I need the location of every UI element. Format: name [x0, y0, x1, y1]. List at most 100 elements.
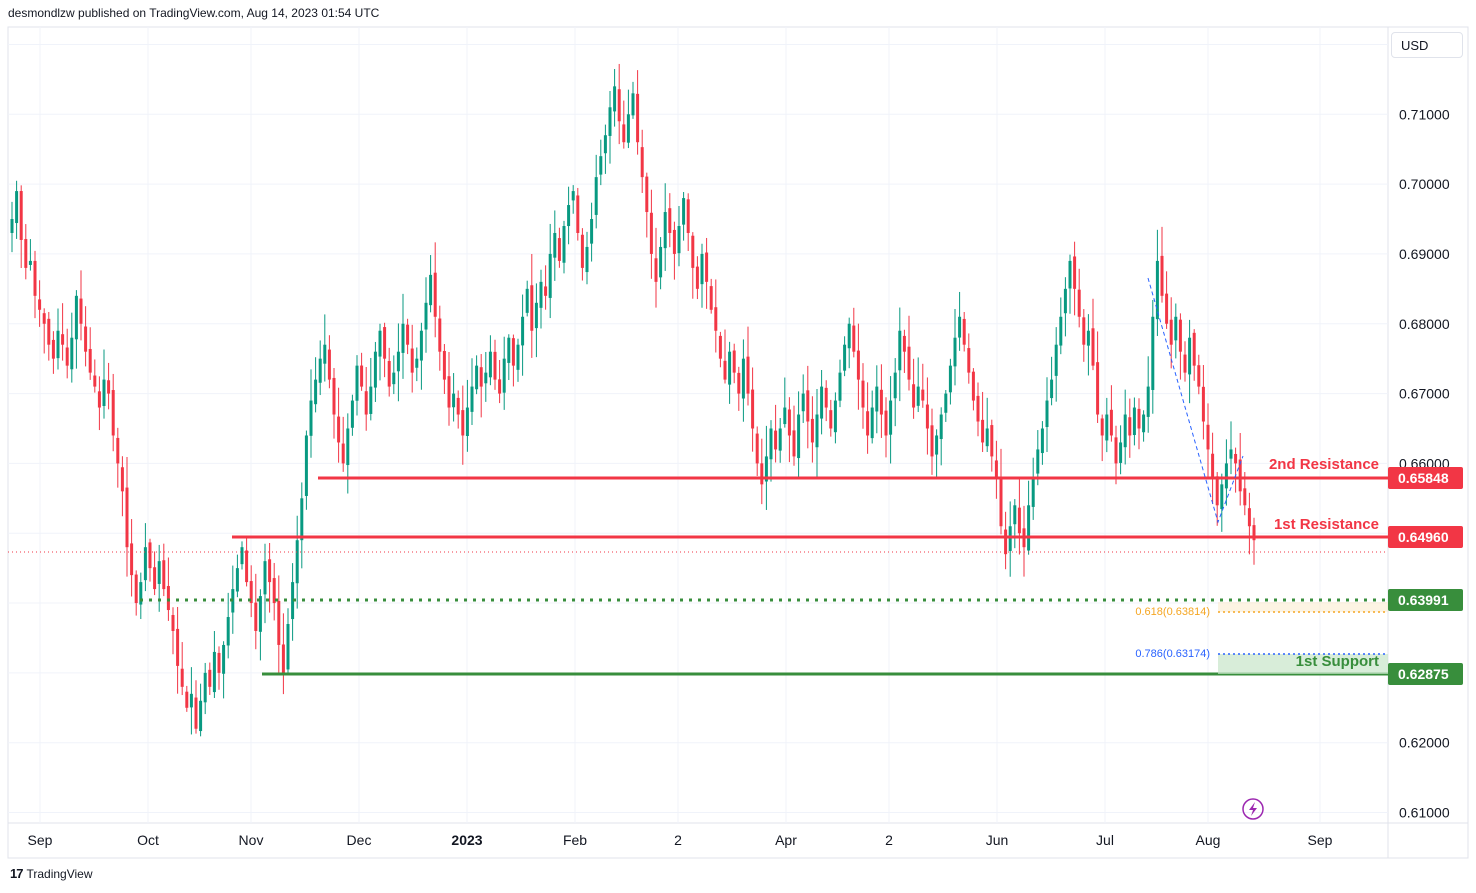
candle-down	[990, 425, 994, 457]
lightning-icon[interactable]	[1242, 798, 1264, 820]
candle-up	[429, 274, 433, 306]
candle-down	[737, 372, 741, 394]
candle-up	[396, 351, 400, 372]
candle-down	[999, 478, 1003, 527]
candle-down	[19, 191, 23, 240]
candle-down	[824, 387, 828, 408]
candle-down	[907, 346, 911, 380]
candle-up	[475, 365, 479, 390]
candle-down	[217, 652, 221, 673]
candle-up	[212, 651, 216, 693]
candle-up	[1188, 337, 1192, 375]
candle-up	[373, 351, 377, 388]
candle-up	[847, 323, 851, 349]
candle-up	[1105, 414, 1109, 441]
candle-down	[902, 335, 906, 352]
candle-down	[723, 360, 727, 380]
currency-label[interactable]: USD	[1391, 32, 1463, 58]
price-axis-ticks: 0.720000.710000.700000.690000.680000.670…	[1399, 36, 1450, 820]
time-tick-label: 2	[674, 832, 682, 848]
candle-down	[1169, 319, 1173, 345]
candle-up	[488, 351, 492, 378]
candle-down	[829, 410, 833, 429]
candle-down	[208, 669, 212, 687]
candle-down	[438, 318, 442, 352]
price-tick-label: 0.71000	[1399, 106, 1450, 122]
candle-up	[309, 400, 313, 436]
candle-up	[392, 372, 396, 385]
price-tick-label: 0.69000	[1399, 246, 1450, 262]
candle-down	[806, 390, 810, 422]
candle-up	[1054, 344, 1058, 376]
candle-up	[286, 624, 290, 670]
candle-down	[792, 430, 796, 457]
candle-down	[84, 326, 88, 352]
candle-down	[1183, 354, 1187, 373]
time-tick-label: Sep	[28, 832, 53, 848]
support-1-label: 1st Support	[1296, 653, 1379, 670]
candle-up	[626, 114, 630, 143]
candle-up	[838, 372, 842, 401]
candle-down	[327, 349, 331, 380]
candle-down	[1247, 508, 1251, 527]
candle-down	[406, 324, 410, 345]
resistance-2-label: 2nd Resistance	[1269, 456, 1379, 473]
candle-up	[1119, 442, 1123, 463]
candle-up	[548, 253, 552, 298]
candle-down	[746, 356, 750, 394]
candle-up	[258, 596, 262, 632]
footer-brand[interactable]: 17 TradingView	[10, 866, 93, 881]
candle-down	[921, 389, 925, 401]
candle-down	[272, 578, 276, 604]
grid-layer	[8, 27, 1388, 823]
candle-down	[1096, 362, 1100, 415]
candle-up	[613, 86, 617, 112]
candle-down	[672, 229, 676, 254]
candle-up	[226, 617, 230, 646]
candle-down	[1077, 289, 1081, 317]
candle-up	[1059, 316, 1063, 346]
candle-up	[525, 288, 529, 313]
candle-up	[870, 407, 874, 439]
candle-down	[1215, 476, 1219, 506]
fib-618-label: 0.618(0.63814)	[1135, 606, 1210, 618]
candle-down	[967, 348, 971, 373]
candle-up	[958, 316, 962, 338]
candle-up	[935, 435, 939, 455]
candle-down	[866, 411, 870, 436]
candle-down	[51, 339, 55, 359]
candle-down	[751, 389, 755, 429]
candle-up	[143, 547, 147, 581]
time-tick-label: Feb	[563, 832, 587, 848]
candle-up	[1031, 477, 1035, 507]
candle-down	[884, 410, 888, 436]
candle-down	[461, 410, 465, 436]
candle-down	[120, 467, 124, 492]
candle-up	[764, 456, 768, 482]
time-tick-label: Aug	[1196, 832, 1221, 848]
candle-up	[590, 219, 594, 244]
candle-up	[323, 344, 327, 364]
candle-up	[15, 191, 19, 224]
candle-up	[585, 246, 589, 273]
resistance-1-price-tag: 0.64960	[1388, 526, 1463, 548]
fib-zone-786	[1218, 654, 1388, 674]
candle-up	[465, 407, 469, 436]
candle-down	[925, 404, 929, 429]
price-tick-label: 0.70000	[1399, 176, 1450, 192]
candle-up	[291, 582, 295, 620]
candle-down	[912, 384, 916, 408]
footer-brand-label: TradingView	[26, 866, 93, 881]
candle-up	[235, 568, 239, 592]
candle-up	[318, 358, 322, 383]
candle-down	[245, 550, 249, 583]
candle-down	[125, 487, 129, 548]
candle-up	[419, 330, 423, 361]
candle-down	[511, 338, 515, 366]
candle-down	[337, 416, 341, 443]
publisher-caption: desmondlzw published on TradingView.com,…	[8, 6, 380, 20]
candle-down	[42, 313, 46, 324]
candle-up	[815, 414, 819, 448]
candle-up	[222, 644, 226, 674]
